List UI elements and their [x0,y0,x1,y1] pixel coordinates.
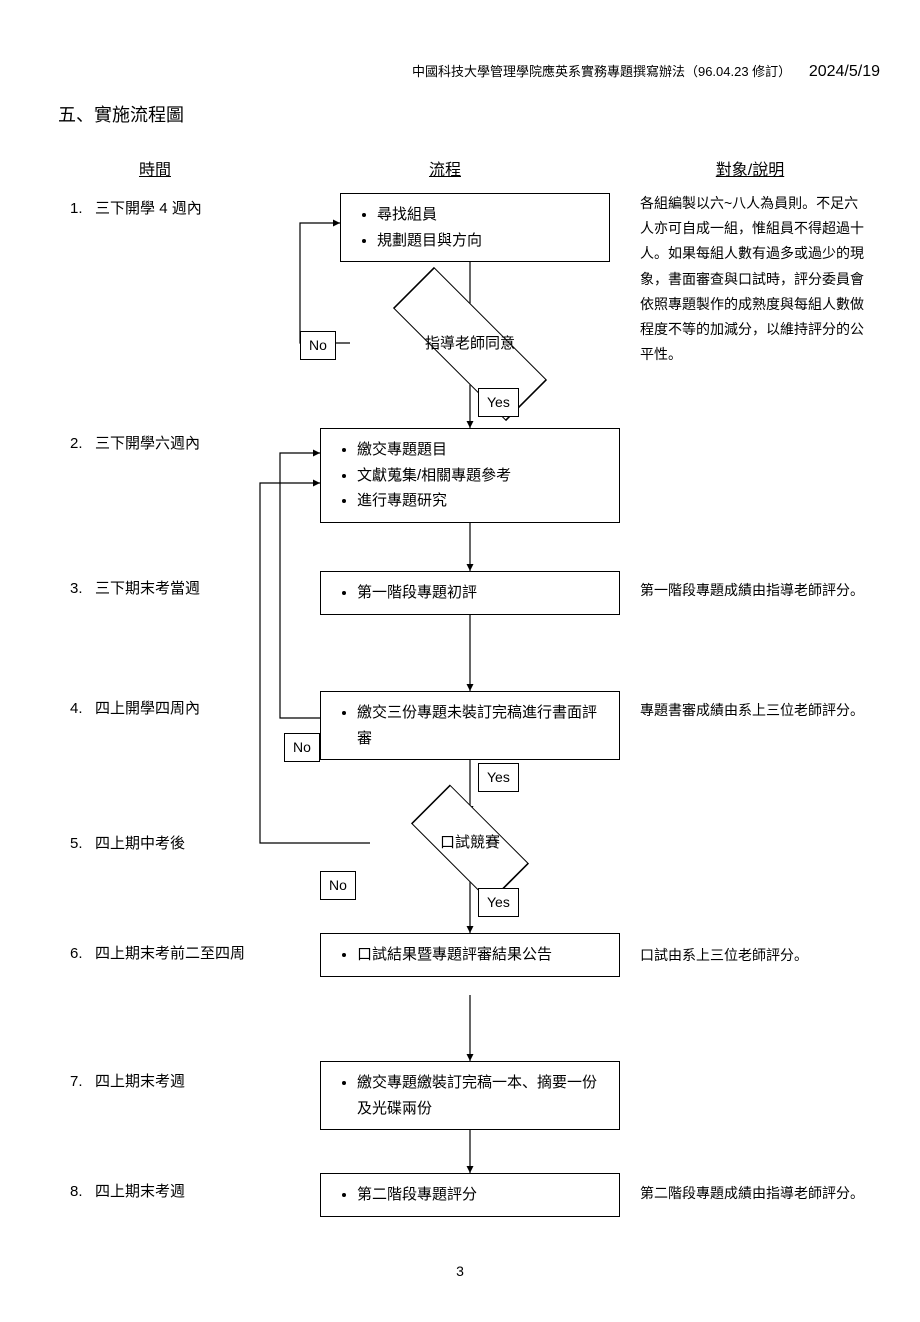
col-header-flow: 流程 [270,159,620,183]
decision-1-yes: Yes [478,388,519,417]
flow-box-1-item-2: 規劃題目與方向 [377,228,595,254]
decision-1-no: No [300,331,336,360]
box-4-yes: Yes [478,763,519,792]
flow-decision-1: 指導老師同意 [420,315,520,373]
col-header-desc: 對象/說明 [620,159,880,183]
box-4-no: No [284,733,320,762]
decision-2-yes: Yes [478,888,519,917]
time-label-2: 2. 三下開學六週內 [70,433,200,456]
page-number: 3 [40,1261,880,1282]
time-label-3: 3. 三下期末考當週 [70,578,200,601]
flow-box-7: 繳交專題繳裝訂完稿一本、摘要一份及光碟兩份 [320,1061,620,1130]
flow-box-3: 第一階段專題初評 [320,571,620,615]
flow-box-2: 繳交專題題目 文獻蒐集/相關專題參考 進行專題研究 [320,428,620,523]
time-label-1: 1. 三下開學 4 週內 [70,198,202,221]
flow-box-1: 尋找組員 規劃題目與方向 [340,193,610,262]
flow-decision-2-label: 口試競賽 [400,816,540,871]
flow-decision-1-label: 指導老師同意 [380,315,560,373]
desc-4: 專題書審成績由系上三位老師評分。 [640,698,870,723]
desc-8: 第二階段專題成績由指導老師評分。 [640,1181,870,1206]
flow-box-7-item-1: 繳交專題繳裝訂完稿一本、摘要一份及光碟兩份 [357,1070,605,1121]
time-label-4: 4. 四上開學四周內 [70,698,200,721]
flow-box-8-item-1: 第二階段專題評分 [357,1182,605,1208]
flow-box-6: 口試結果暨專題評審結果公告 [320,933,620,977]
flow-box-8: 第二階段專題評分 [320,1173,620,1217]
time-label-5: 5. 四上期中考後 [70,833,185,856]
section-title: 五、實施流程圖 [58,102,880,129]
flow-box-2-item-3: 進行專題研究 [357,488,605,514]
desc-3: 第一階段專題成績由指導老師評分。 [640,578,870,603]
time-label-7: 7. 四上期末考週 [70,1071,185,1094]
flow-decision-2: 口試競賽 [435,816,505,871]
time-label-8: 8. 四上期末考週 [70,1181,185,1204]
flow-box-4-item-1: 繳交三份專題未裝訂完稿進行書面評審 [357,700,605,751]
flowchart-canvas: 1. 三下開學 4 週內 2. 三下開學六週內 3. 三下期末考當週 4. 四上… [40,193,880,1253]
time-label-6: 6. 四上期末考前二至四周 [70,943,245,966]
decision-2-no: No [320,871,356,900]
header-institution: 中國科技大學管理學院應英系實務專題撰寫辦法（96.04.23 修訂） [412,64,791,79]
desc-6: 口試由系上三位老師評分。 [640,943,870,968]
flow-box-3-item-1: 第一階段專題初評 [357,580,605,606]
flow-box-6-item-1: 口試結果暨專題評審結果公告 [357,942,605,968]
desc-1: 各組編製以六~八人為員則。不足六人亦可自成一組，惟組員不得超過十人。如果每組人數… [640,191,870,367]
header-date: 2024/5/19 [809,63,880,80]
flow-box-2-item-2: 文獻蒐集/相關專題參考 [357,463,605,489]
flow-box-1-item-1: 尋找組員 [377,202,595,228]
flow-box-4: 繳交三份專題未裝訂完稿進行書面評審 [320,691,620,760]
col-header-time: 時間 [40,159,270,183]
flow-box-2-item-1: 繳交專題題目 [357,437,605,463]
